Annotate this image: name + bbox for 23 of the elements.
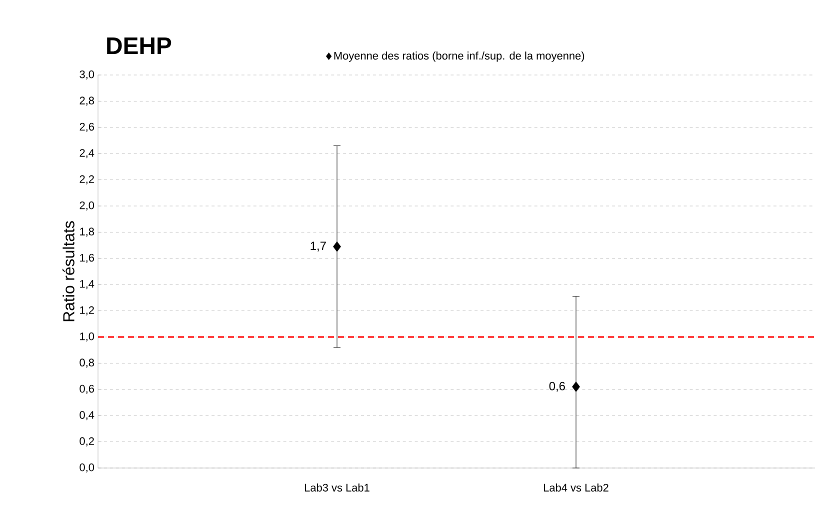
y-tick-label: 0,6 (80, 384, 94, 394)
legend-label: Moyenne des ratios (borne inf./sup. de la moyenne) (334, 52, 584, 62)
y-tick-label: 2,6 (80, 122, 94, 132)
y-tick-label: 1,4 (80, 280, 94, 290)
y-tick-label: 1,2 (80, 306, 94, 316)
data-label: 0,6 (549, 382, 565, 392)
x-tick-label: Lab3 vs Lab1 (305, 484, 370, 492)
x-tick-label: Lab4 vs Lab2 (544, 484, 608, 492)
y-tick-label: 1,6 (80, 254, 94, 263)
y-tick-label: 3,0 (80, 70, 94, 80)
y-tick-label: 0,8 (80, 358, 94, 368)
y-tick-label: 2,2 (80, 175, 94, 184)
y-tick-label: 1,0 (80, 332, 94, 342)
y-tick-label: 1,8 (80, 228, 94, 237)
data-label: 1,7 (310, 242, 326, 252)
y-tick-label: 0,0 (80, 463, 94, 473)
y-tick-label: 0,2 (80, 437, 94, 446)
y-tick-label: 2,4 (80, 149, 94, 158)
y-tick-label: 2,8 (80, 96, 94, 106)
y-tick-label: 0,4 (80, 411, 94, 420)
y-axis-title: Ratio résultats (62, 221, 74, 322)
y-tick-label: 2,0 (80, 201, 94, 211)
chart-title: DEHP (107, 38, 172, 54)
